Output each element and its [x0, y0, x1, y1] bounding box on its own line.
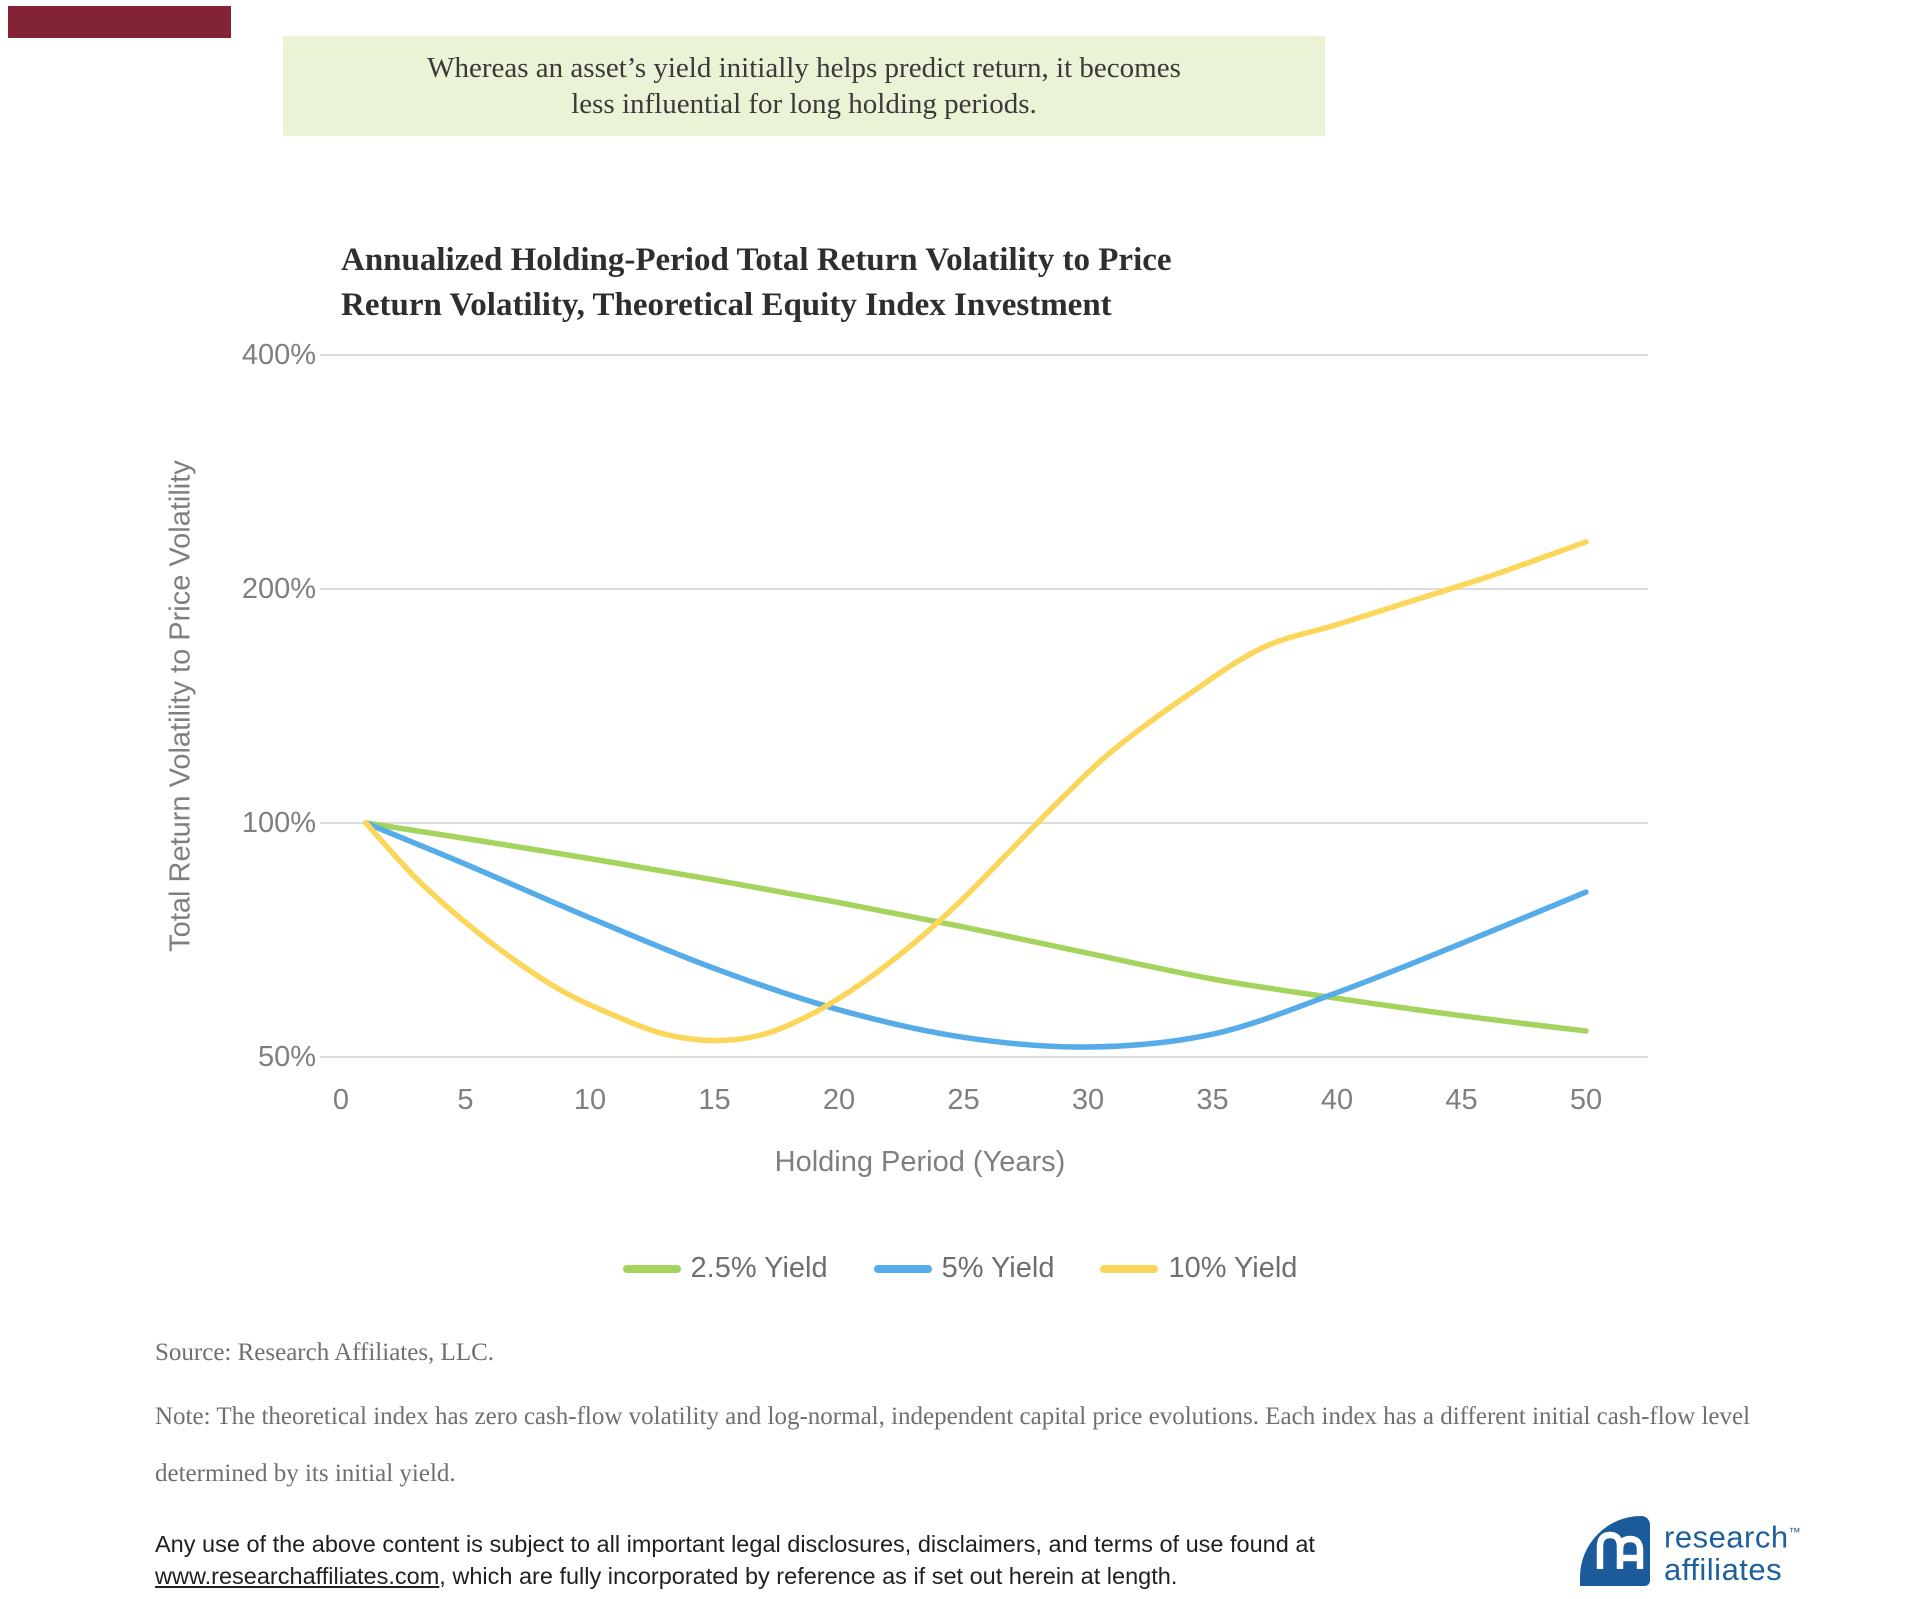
legal-disclaimer: Any use of the above content is subject …: [155, 1528, 1335, 1592]
legend-item: 5% Yield: [873, 1252, 1055, 1285]
legend-item: 10% Yield: [1100, 1252, 1297, 1285]
research-affiliates-logo: research™ affiliates: [1580, 1516, 1801, 1586]
website-link[interactable]: www.researchaffiliates.com: [155, 1563, 440, 1589]
legend-label: 10% Yield: [1168, 1252, 1298, 1284]
x-tick-label: 30: [1071, 1084, 1105, 1116]
source-text: Source: Research Affiliates, LLC.: [155, 1339, 495, 1366]
y-tick-label: 400%: [241, 339, 316, 371]
logo-word-research: research: [1664, 1519, 1789, 1555]
chart-title: Annualized Holding-Period Total Return V…: [341, 238, 1172, 328]
x-tick-label: 0: [332, 1084, 350, 1116]
legal-text-rest: , which are fully incorporated by refere…: [439, 1563, 1178, 1589]
banner-text-line2: less influential for long holding period…: [571, 88, 1037, 120]
y-tick-label: 200%: [241, 573, 316, 605]
gridline-100%: [320, 822, 1648, 824]
x-tick-label: 5: [457, 1084, 474, 1116]
legend-swatch-icon: [873, 1264, 932, 1273]
x-tick-label: 45: [1445, 1084, 1478, 1116]
chart-legend: 2.5% Yield 5% Yield 10% Yield: [0, 1252, 1920, 1285]
legal-text-line1: Any use of the above content is subject …: [155, 1531, 1315, 1557]
x-tick-label: 25: [947, 1084, 980, 1116]
x-tick-label: 50: [1569, 1084, 1603, 1116]
trademark-symbol: ™: [1788, 1525, 1802, 1540]
brand-accent-bar: [8, 6, 231, 38]
x-tick-label: 35: [1196, 1084, 1229, 1116]
series-line-10-yield: [363, 539, 1589, 1044]
note-text: Note: The theoretical index has zero cas…: [155, 1403, 1751, 1487]
chart-title-line2: Return Volatility, Theoretical Equity In…: [341, 287, 1112, 323]
x-tick-label: 10: [573, 1084, 607, 1116]
legend-swatch-icon: [1100, 1264, 1159, 1273]
logo-mark-icon: [1580, 1516, 1650, 1586]
legend-item: 2.5% Yield: [622, 1252, 828, 1285]
y-tick-label: 50%: [257, 1041, 316, 1073]
ra-monogram-icon: [1596, 1531, 1644, 1569]
key-takeaway-banner: Whereas an asset’s yield initially helps…: [283, 36, 1325, 136]
gridline-400%: [320, 354, 1648, 356]
gridline-200%: [320, 588, 1648, 590]
x-tick-label: 15: [698, 1084, 731, 1116]
logo-wordmark: research™ affiliates: [1664, 1516, 1801, 1585]
source-note-block: Source: Research Affiliates, LLC. Note: …: [155, 1336, 1765, 1502]
series-line-5-yield: [363, 820, 1589, 1050]
gridline-50%: [320, 1056, 1648, 1058]
legend-label: 2.5% Yield: [690, 1252, 828, 1284]
x-tick-label: 20: [822, 1084, 856, 1116]
banner-text-line1: Whereas an asset’s yield initially helps…: [427, 52, 1181, 84]
y-tick-label: 100%: [241, 807, 316, 839]
series-line-2-5-yield: [363, 820, 1589, 1034]
legend-swatch-icon: [622, 1264, 681, 1273]
y-axis-title: Total Return Volatility to Price Volatil…: [164, 460, 197, 952]
x-axis-title: Holding Period (Years): [774, 1146, 1066, 1178]
chart-title-line1: Annualized Holding-Period Total Return V…: [341, 242, 1172, 278]
x-tick-label: 40: [1320, 1084, 1354, 1116]
logo-word-affiliates: affiliates: [1664, 1551, 1783, 1587]
legend-label: 5% Yield: [941, 1252, 1055, 1284]
